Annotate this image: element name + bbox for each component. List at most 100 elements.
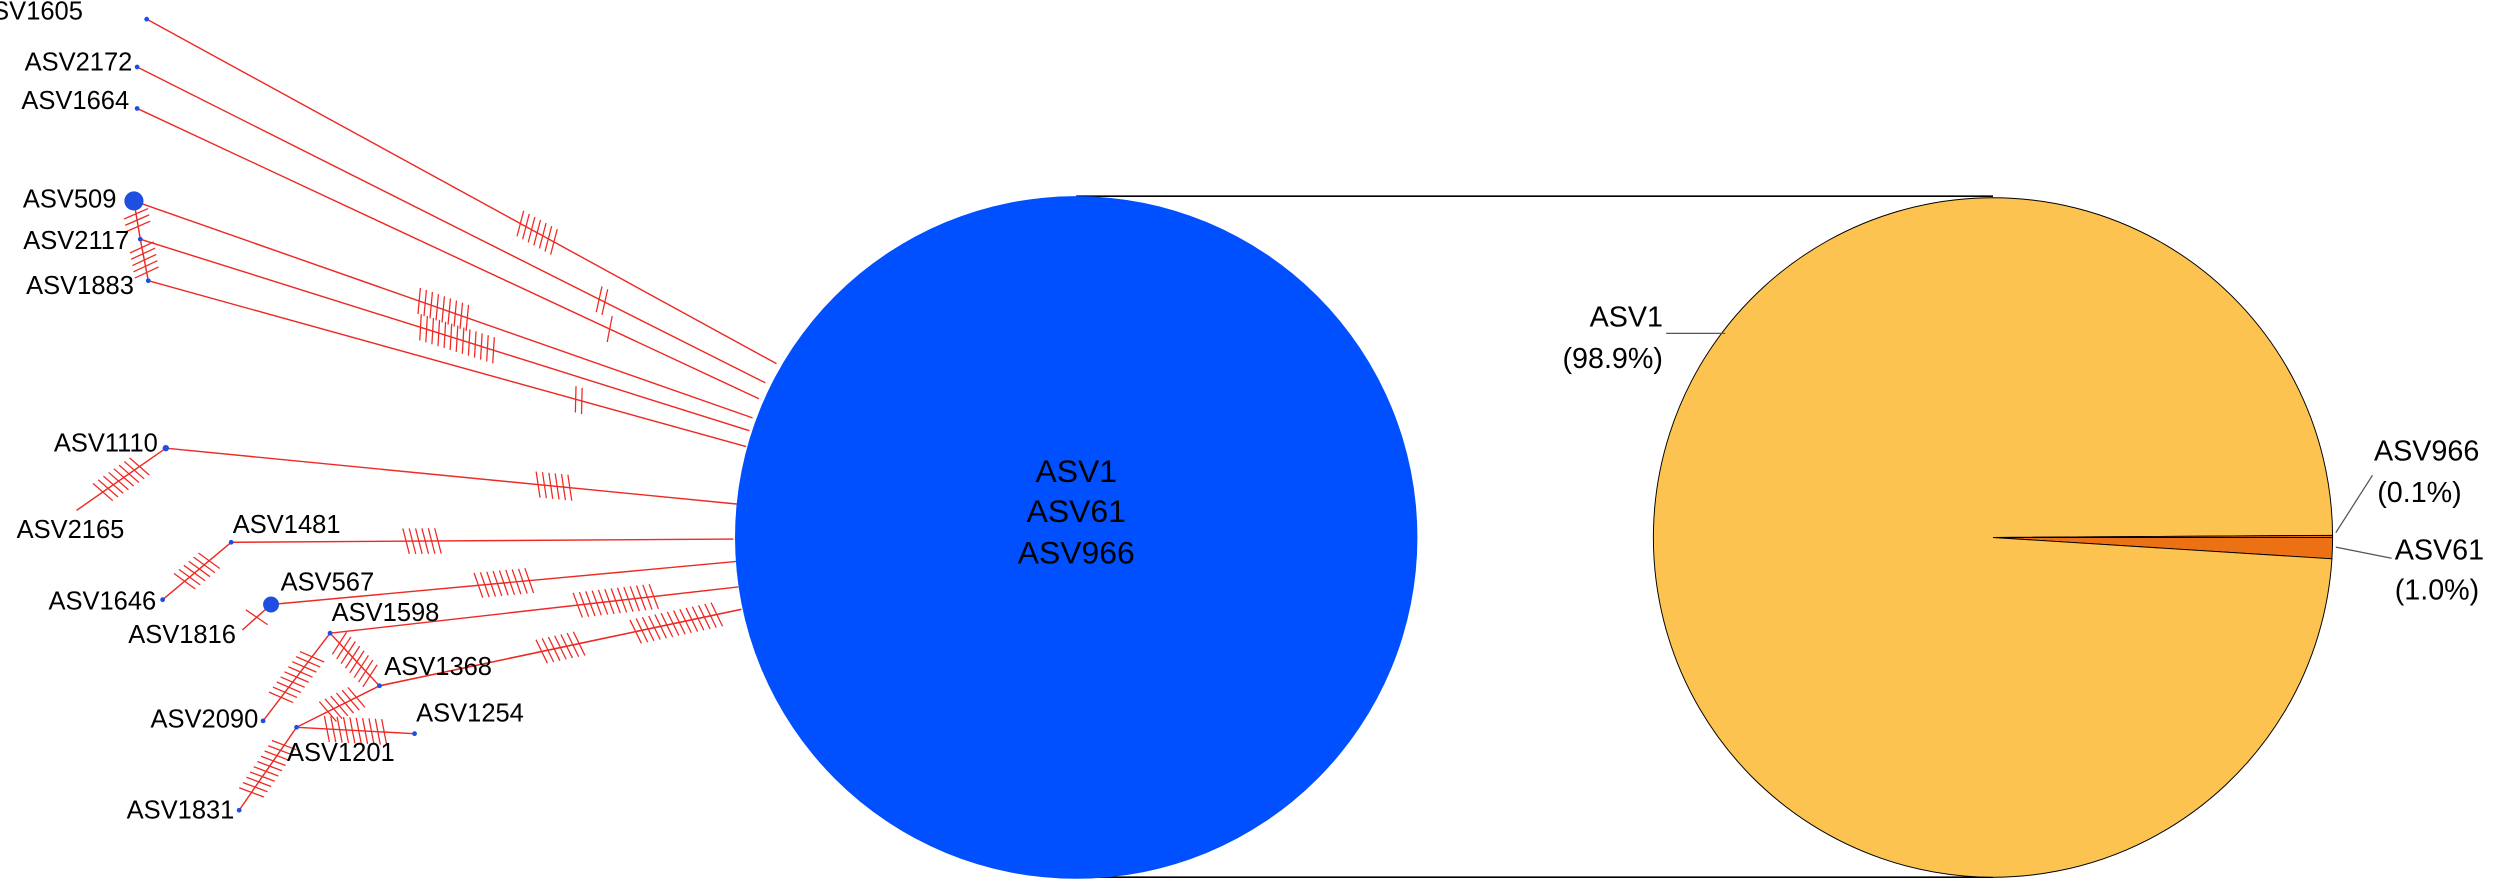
node: [145, 278, 151, 284]
mutation-hash: [492, 337, 495, 364]
node-label: ASV567: [281, 568, 375, 596]
mutation-hash: [572, 631, 586, 656]
mutation-hash: [554, 635, 567, 660]
mutation-hash: [342, 716, 350, 743]
mutation-hash: [324, 698, 343, 720]
mutation-hash: [355, 717, 362, 744]
mutation-hash: [473, 572, 484, 598]
mutation-hash: [331, 631, 348, 655]
mutation-hash: [173, 572, 196, 590]
mutation-hash: [130, 247, 156, 260]
mutation-hash: [245, 609, 268, 626]
mutation-hash: [272, 686, 298, 699]
edge: [136, 107, 760, 400]
center-label: ASV1: [1035, 453, 1117, 489]
mutation-hash: [595, 286, 603, 313]
mutation-hash: [473, 331, 477, 358]
mutation-hash: [423, 289, 428, 317]
mutation-hash: [318, 701, 337, 723]
mutation-hash: [284, 671, 309, 683]
mutation-hash: [118, 464, 140, 483]
mutation-hash: [358, 659, 374, 683]
mutation-hash: [349, 717, 356, 744]
mutation-hash: [381, 718, 388, 746]
mutation-hash: [408, 528, 417, 555]
mutation-hash: [437, 319, 441, 347]
mutation-hash: [257, 760, 283, 772]
mutation-hash: [97, 479, 119, 498]
center-label: ASV61: [1027, 493, 1126, 529]
mutation-hash: [606, 316, 613, 343]
mutation-hash: [336, 636, 352, 660]
mutation-hash: [425, 316, 429, 343]
pie-label: ASV966: [2374, 436, 2479, 468]
edge: [329, 632, 380, 687]
mutation-hash: [601, 289, 609, 316]
mutation-hash: [129, 457, 150, 476]
node-label: ASV1646: [49, 588, 157, 616]
mutation-hash: [132, 253, 157, 267]
pie-value-label: (1.0%): [2395, 574, 2479, 606]
mutation-hash: [368, 718, 375, 745]
mutation-hash: [517, 568, 528, 594]
mutation-hash: [580, 387, 583, 415]
mutation-hash: [610, 588, 621, 614]
node-label: ASV1598: [332, 599, 440, 627]
node-label: ASV1605: [0, 0, 83, 25]
mutation-hash: [465, 304, 470, 332]
node: [124, 191, 144, 211]
node-label: ASV2172: [25, 49, 133, 77]
mutation-hash: [533, 219, 542, 246]
mutation-hash: [522, 213, 530, 240]
mutation-hash: [585, 591, 596, 617]
mutation-hash: [417, 287, 422, 315]
mutation-hash: [604, 588, 615, 615]
network-nodes: ASV1605 ASV2172 ASV1664 ASV509 ASV2117 ASV188…: [0, 0, 524, 825]
mutation-hash: [434, 528, 442, 554]
mutation-hash: [574, 386, 577, 413]
mutation-hash: [560, 473, 567, 501]
mutation-hash: [443, 321, 447, 349]
mutation-hash: [447, 298, 452, 325]
mutation-hash: [642, 584, 653, 610]
mutation-hash: [505, 569, 516, 595]
edge: [296, 685, 380, 728]
leader-line: [2335, 546, 2392, 559]
center-label: ASV966: [1018, 534, 1135, 570]
mutation-hash: [524, 567, 535, 594]
mutation-hash: [124, 214, 150, 226]
mutation-hash: [616, 587, 628, 613]
mutation-hash: [323, 715, 331, 742]
mutation-hash: [429, 292, 434, 319]
mutation-hash: [635, 585, 647, 611]
leader-line: [2335, 474, 2373, 534]
mutation-hash: [467, 329, 471, 356]
mutation-hash: [347, 686, 366, 708]
pie: [1652, 197, 2334, 878]
mutation-hash: [461, 327, 465, 354]
mutation-hash: [421, 528, 430, 554]
pie-value-label: (98.9%): [1563, 343, 1663, 375]
mutation-hash: [280, 676, 306, 688]
mutation-hash: [554, 473, 560, 500]
edge: [165, 447, 737, 505]
node: [162, 444, 170, 452]
mutation-hash: [123, 207, 149, 220]
edge: [162, 541, 232, 601]
node-label: ASV2165: [17, 516, 125, 544]
mutation-hash: [427, 528, 436, 554]
mutation-hash: [591, 590, 602, 616]
mutation-hash: [264, 750, 290, 761]
mutation-hash: [123, 461, 145, 480]
edge: [238, 726, 298, 811]
pie-slice: [1992, 534, 2334, 538]
mutation-hash: [498, 570, 509, 596]
mutation-hash: [125, 220, 151, 233]
mutation-hash: [572, 592, 583, 618]
mutation-hash: [541, 472, 547, 499]
node: [134, 64, 140, 70]
mutation-hash: [349, 650, 365, 674]
node: [144, 16, 150, 22]
node-label: ASV1664: [21, 87, 129, 115]
mutation-hash: [249, 771, 275, 782]
